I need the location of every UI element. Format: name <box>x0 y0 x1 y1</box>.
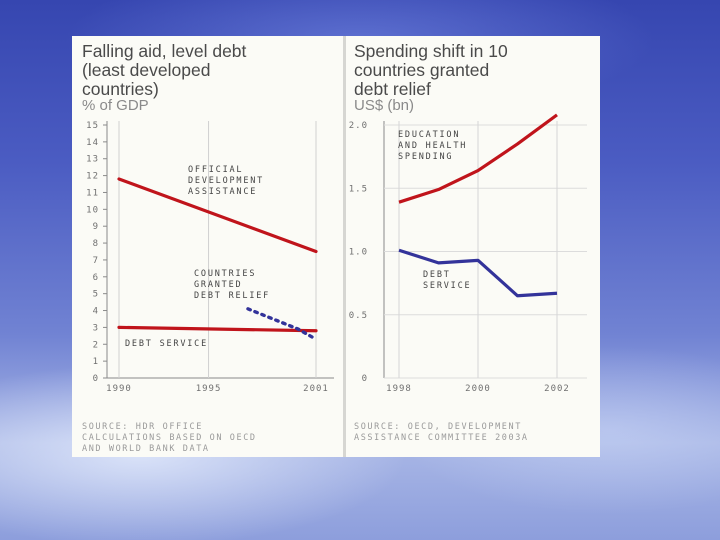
left-annotation: OFFICIAL <box>188 165 243 175</box>
left-annotation: ASSISTANCE <box>188 187 257 197</box>
left-title-line-1: Falling aid, level debt <box>82 41 247 61</box>
left-source-line-2: CALCULATIONS BASED ON OECD <box>82 433 257 443</box>
left-y-tick-label: 2 <box>93 340 99 350</box>
left-series-line-2 <box>246 307 318 341</box>
right-annotation: DEBT <box>423 270 451 280</box>
right-source-note: SOURCE: OECD, DEVELOPMENT ASSISTANCE COM… <box>354 422 529 444</box>
left-x-tick-label: 1990 <box>106 384 132 394</box>
left-y-tick-label: 4 <box>93 307 99 317</box>
right-x-tick-label: 1998 <box>386 384 412 394</box>
left-y-tick-label: 13 <box>86 155 99 165</box>
right-source-line-1: SOURCE: OECD, DEVELOPMENT <box>354 422 522 432</box>
left-title-line-2: (least developed <box>82 60 211 80</box>
left-x-tick-label: 2001 <box>303 384 329 394</box>
left-y-tick-label: 3 <box>93 323 99 333</box>
left-y-tick-label: 12 <box>86 172 99 182</box>
left-y-tick-label: 5 <box>93 290 99 300</box>
panel-divider <box>343 36 346 457</box>
left-x-tick-label: 1995 <box>196 384 222 394</box>
right-y-tick-label: 2.0 <box>349 121 368 131</box>
left-y-tick-label: 15 <box>86 121 99 131</box>
left-y-tick-label: 10 <box>86 205 99 215</box>
left-y-tick-label: 11 <box>86 188 99 198</box>
right-y-tick-label: 0 <box>362 374 368 384</box>
left-y-tick-label: 1 <box>93 357 99 367</box>
right-source-line-2: ASSISTANCE COMMITTEE 2003A <box>354 433 529 443</box>
left-source-line-1: SOURCE: HDR OFFICE <box>82 422 203 432</box>
left-annotation: GRANTED <box>194 280 242 290</box>
left-y-tick-label: 6 <box>93 273 99 283</box>
left-annotation: DEVELOPMENT <box>188 176 264 186</box>
left-y-tick-label: 8 <box>93 239 99 249</box>
left-series-line-1 <box>117 325 318 333</box>
left-y-tick-label: 9 <box>93 222 99 232</box>
left-source-line-3: AND WORLD BANK DATA <box>82 444 210 454</box>
left-series-line-0 <box>117 177 318 254</box>
right-annotation: EDUCATION <box>398 130 460 140</box>
left-source-note: SOURCE: HDR OFFICE CALCULATIONS BASED ON… <box>82 422 257 455</box>
left-annotation: DEBT SERVICE <box>125 339 208 349</box>
left-annotation: DEBT RELIEF <box>194 291 270 301</box>
left-title-line-3: countries) <box>82 79 159 99</box>
right-annotation: SPENDING <box>398 152 453 162</box>
left-chart-title: Falling aid, level debt (least developed… <box>82 42 246 99</box>
right-y-tick-label: 1.0 <box>349 248 368 258</box>
left-y-tick-label: 7 <box>93 256 99 266</box>
left-y-tick-label: 14 <box>86 138 99 148</box>
right-title-line-3: debt relief <box>354 79 431 99</box>
right-y-tick-label: 1.5 <box>349 184 368 194</box>
right-annotation: SERVICE <box>423 281 471 291</box>
left-y-tick-label: 0 <box>93 374 99 384</box>
right-unit-label: US$ (bn) <box>354 97 415 114</box>
right-title-line-2: countries granted <box>354 60 490 80</box>
right-chart-title: Spending shift in 10 countries granted d… <box>354 42 508 99</box>
left-unit-label: % of GDP <box>82 97 149 114</box>
right-x-tick-label: 2002 <box>544 384 570 394</box>
right-annotation: AND HEALTH <box>398 141 467 151</box>
right-x-tick-label: 2000 <box>465 384 491 394</box>
right-title-line-1: Spending shift in 10 <box>354 41 508 61</box>
chart-panel: Falling aid, level debt (least developed… <box>72 36 600 457</box>
left-annotation: COUNTRIES <box>194 269 256 279</box>
right-y-tick-label: 0.5 <box>349 311 368 321</box>
